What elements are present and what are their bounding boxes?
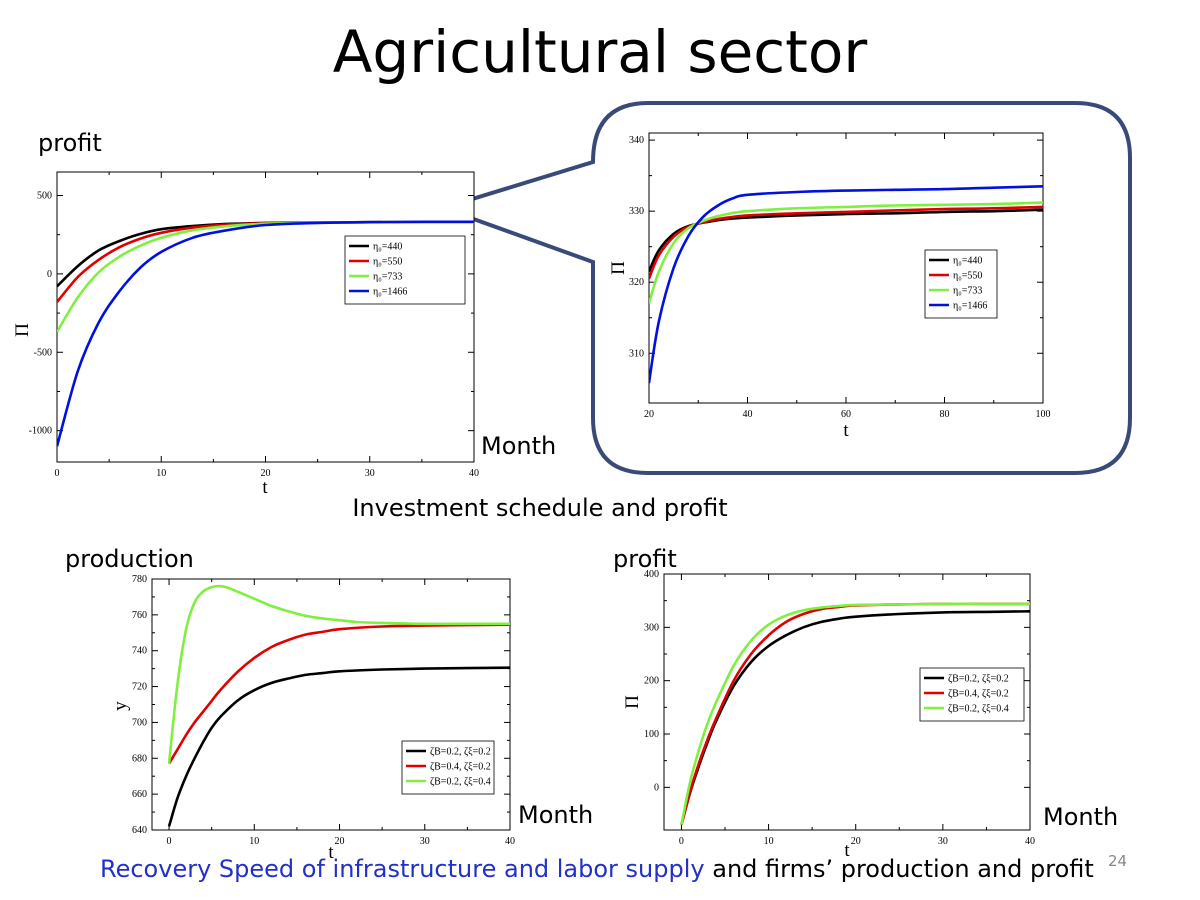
series-line-4	[649, 185, 1043, 384]
x-tick-label: 80	[940, 409, 950, 420]
y-axis-label: Π	[12, 323, 33, 337]
x-tick-label: 10	[764, 836, 774, 847]
legend-entry: η₀=1466	[953, 301, 987, 312]
x-tick-label: 20	[851, 836, 861, 847]
x-tick-label: 30	[365, 468, 375, 479]
x-tick-label: 0	[679, 836, 684, 847]
series-line-3	[649, 201, 1043, 304]
legend-entry: η₀=440	[373, 242, 402, 253]
legend-entry: ζB=0.4, ζξ=0.2	[430, 762, 491, 773]
bottom-left-ylabel: production	[65, 545, 194, 573]
legend-entry: η₀=733	[953, 286, 982, 297]
chart-bottom-left: 0 10 20 30 40 640 660 680 700 720 740 760 780 t y ζB=0.…	[110, 574, 515, 863]
y-axis-label: Π	[608, 261, 629, 275]
legend-entry: ζB=0.2, ζξ=0.4	[948, 704, 1009, 715]
plot-frame	[56, 171, 475, 463]
bottom-caption: Recovery Speed of infrastructure and lab…	[100, 855, 1094, 883]
x-tick-label: 0	[167, 836, 172, 847]
bottom-caption-rest: and firms’ production and profit	[704, 855, 1094, 883]
legend-box	[344, 235, 466, 305]
y-tick-label: 680	[132, 753, 147, 764]
y-tick-label: 330	[629, 206, 644, 217]
series-line-3	[680, 602, 1030, 825]
x-tick-label: 10	[249, 836, 259, 847]
x-tick-label: 40	[469, 468, 479, 479]
y-tick-label: -1000	[29, 426, 52, 437]
y-tick-label: 300	[644, 622, 659, 633]
investment-caption: Investment schedule and profit	[352, 494, 728, 522]
y-tick-label: -500	[34, 347, 52, 358]
x-axis-label: t	[844, 840, 850, 861]
y-tick-label: 340	[629, 135, 644, 146]
legend-entry: η₀=550	[373, 257, 402, 268]
series-line-1	[167, 666, 510, 827]
y-tick-label: 760	[132, 610, 147, 621]
legend-entry: η₀=440	[953, 256, 982, 267]
x-tick-label: 10	[156, 468, 166, 479]
y-tick-label: 100	[644, 729, 659, 740]
x-tick-label: 60	[841, 409, 851, 420]
x-tick-label: 30	[420, 836, 430, 847]
y-tick-label: 700	[132, 717, 147, 728]
bottom-left-month-label: Month	[518, 801, 594, 829]
series-line-2	[167, 623, 510, 765]
y-axis-label: y	[110, 701, 131, 711]
bottom-right-month-label: Month	[1043, 803, 1119, 831]
bottom-right-ylabel: profit	[613, 545, 677, 573]
legend-entry: ζB=0.2, ζξ=0.2	[948, 674, 1009, 685]
y-tick-label: 320	[629, 277, 644, 288]
y-axis-label: Π	[622, 695, 643, 709]
chart-zoom: 20 40 60 80 100 310 320 330 340 t Πη₀=440 η₀=550 η₀=…	[608, 132, 1051, 441]
y-tick-label: 0	[654, 782, 659, 793]
bottom-caption-highlight: Recovery Speed of infrastructure and lab…	[100, 855, 705, 883]
legend-entry: η₀=733	[373, 272, 402, 283]
chart-top-left: 0 10 20 30 40 -1000 -500 0 500 t Πη₀=440 η₀=550 η₀=7…	[12, 171, 479, 498]
y-tick-label: 660	[132, 789, 147, 800]
legend-entry: ζB=0.2, ζξ=0.2	[430, 747, 491, 758]
series-line-3	[167, 584, 510, 764]
x-tick-label: 40	[743, 409, 753, 420]
series-line-2	[649, 205, 1043, 280]
top-left-month-label: Month	[481, 432, 557, 460]
x-axis-label: t	[328, 842, 334, 863]
legend-box	[924, 249, 998, 319]
x-tick-label: 20	[335, 836, 345, 847]
legend-entry: ζB=0.2, ζξ=0.4	[430, 777, 491, 788]
x-axis-label: t	[262, 477, 268, 498]
x-tick-label: 30	[938, 836, 948, 847]
x-tick-label: 40	[505, 836, 515, 847]
x-tick-label: 40	[1025, 836, 1035, 847]
legend-entry: η₀=1466	[373, 287, 407, 298]
y-tick-label: 500	[37, 191, 52, 202]
legend-entry: η₀=550	[953, 271, 982, 282]
y-tick-label: 640	[132, 825, 147, 836]
page-number: 24	[1108, 852, 1128, 870]
legend-entry: ζB=0.4, ζξ=0.2	[948, 689, 1009, 700]
y-tick-label: 400	[644, 569, 659, 580]
x-axis-label: t	[843, 420, 849, 441]
slide-title: Agricultural sector	[332, 18, 868, 86]
y-tick-label: 310	[629, 348, 644, 359]
y-tick-label: 780	[132, 574, 147, 585]
y-tick-label: 720	[132, 682, 147, 693]
y-tick-label: 200	[644, 676, 659, 687]
y-tick-label: 0	[47, 269, 52, 280]
y-tick-label: 740	[132, 646, 147, 657]
x-tick-label: 20	[261, 468, 271, 479]
x-tick-label: 0	[55, 468, 60, 479]
x-tick-label: 100	[1036, 409, 1051, 420]
x-tick-label: 20	[644, 409, 654, 420]
series-line-4	[57, 220, 474, 447]
top-left-ylabel: profit	[38, 129, 102, 157]
series-line-1	[649, 208, 1043, 273]
